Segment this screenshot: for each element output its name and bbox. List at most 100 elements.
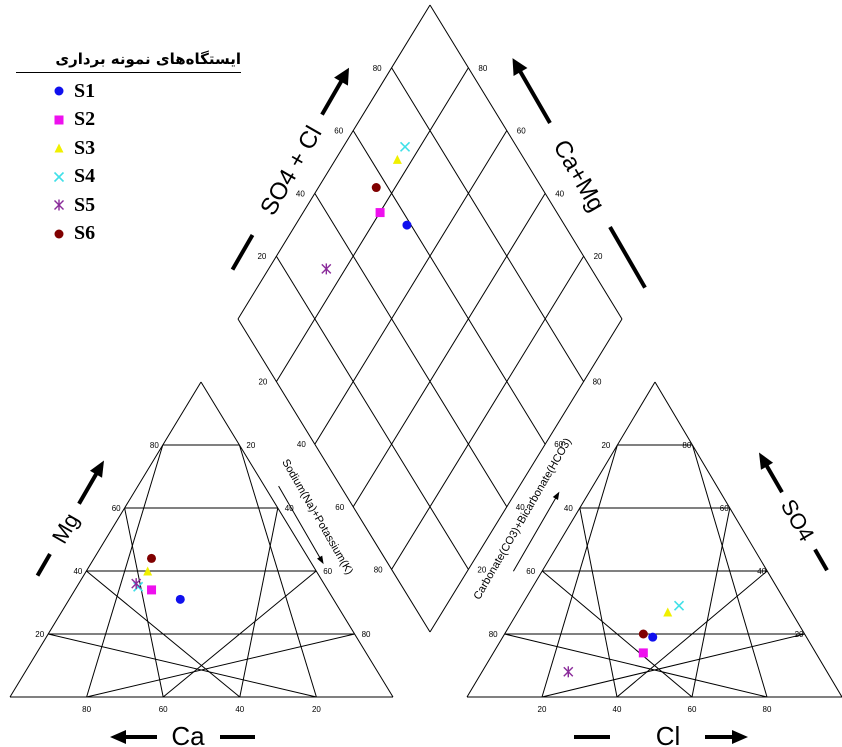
anion-point-S2 <box>638 648 648 658</box>
anion-gridline <box>691 444 768 698</box>
tick-label: 80 <box>593 378 602 387</box>
legend-marker-shape <box>54 199 64 211</box>
tick-label: 40 <box>613 705 622 714</box>
tick-label: 40 <box>757 567 766 576</box>
cl-axis-label: Cl <box>656 721 681 747</box>
ca-axis-label: Ca <box>171 721 205 747</box>
anion-gridline <box>691 507 731 698</box>
tick-label: 60 <box>517 127 526 136</box>
legend-items: S1 S2 S3 S4 S5 S6 <box>16 77 241 248</box>
tick-label: 80 <box>82 705 91 714</box>
so4-axis-label: SO4 <box>776 495 820 546</box>
legend-label: S5 <box>74 193 96 216</box>
tick-label: 20 <box>795 630 804 639</box>
cation-gridline <box>48 633 317 698</box>
tick-label: 40 <box>555 189 564 198</box>
diamond-point-S1 <box>402 220 412 230</box>
diamond-gridline <box>314 193 508 508</box>
diamond-gridline <box>352 130 546 445</box>
tick-label: 20 <box>594 252 603 261</box>
legend-item: S4 <box>16 163 241 192</box>
legend-marker-circle-icon <box>52 227 66 241</box>
diamond-gridline <box>391 67 585 382</box>
legend-item: S5 <box>16 191 241 220</box>
tick-label: 60 <box>688 705 697 714</box>
tick-label: 80 <box>150 441 159 450</box>
cation-edge-left <box>9 381 202 698</box>
tick-label: 80 <box>682 441 691 450</box>
anion-point-S1 <box>648 632 658 642</box>
tick-label: 40 <box>564 504 573 513</box>
legend-label: S3 <box>74 136 96 159</box>
diamond-gridline <box>391 255 585 570</box>
legend-marker-triangle-icon <box>52 141 66 155</box>
tick-label: 20 <box>246 441 255 450</box>
tick-label: 60 <box>335 503 344 512</box>
legend-marker-shape <box>54 115 64 125</box>
anion-triangle <box>466 381 842 698</box>
ca-mg-axis-title: Ca+Mg <box>512 58 647 289</box>
anion-point-S6 <box>638 629 648 639</box>
diamond-point-S3 <box>392 154 402 164</box>
so4-axis-title: SO4 <box>759 452 829 572</box>
legend-item: S6 <box>16 220 241 249</box>
tick-label: 20 <box>312 705 321 714</box>
tick-label: 40 <box>296 189 305 198</box>
legend-marker-shape <box>54 86 64 96</box>
diamond-gridline <box>275 67 469 382</box>
tick-label: 80 <box>362 630 371 639</box>
tick-label: 80 <box>373 64 382 73</box>
anion-edge-left <box>466 381 656 698</box>
cation-edge-right <box>200 381 394 698</box>
diamond-gridline <box>314 130 508 445</box>
anion-gridline <box>504 633 768 698</box>
cation-gridline <box>86 633 355 698</box>
cation-point-S1 <box>175 594 185 604</box>
tick-label: 20 <box>601 441 610 450</box>
legend-title: ایستگاه‌های نمونه برداری <box>16 50 241 73</box>
ca-mg-axis-label: Ca+Mg <box>547 135 609 216</box>
legend-marker-shape <box>54 143 64 153</box>
legend-marker-shape <box>53 171 65 182</box>
tick-label: 60 <box>112 504 121 513</box>
anion-gridline <box>616 570 768 698</box>
tick-label: 20 <box>258 378 267 387</box>
cation-gridline <box>162 570 317 698</box>
tick-label: 60 <box>554 440 563 449</box>
na-k-axis-label: Sodium(Na)+Potassium(K) <box>279 457 355 577</box>
anion-edge-right <box>654 381 842 698</box>
diamond-edge <box>237 4 431 320</box>
central-diamond <box>237 4 623 633</box>
anion-gridline <box>541 633 805 698</box>
tick-label: 40 <box>297 440 306 449</box>
cation-triangle <box>9 381 394 698</box>
legend-marker-shape <box>54 229 64 239</box>
tick-label: 20 <box>538 705 547 714</box>
diamond-point-S2 <box>375 208 385 218</box>
tick-label: 40 <box>235 705 244 714</box>
anion-gridline <box>579 507 618 698</box>
diamond-edge <box>429 4 623 320</box>
tick-label: 20 <box>257 252 266 261</box>
tick-label: 80 <box>489 630 498 639</box>
cation-gridline <box>238 444 317 698</box>
tick-label: 80 <box>478 64 487 73</box>
tick-label: 60 <box>334 127 343 136</box>
legend-item: S3 <box>16 134 241 163</box>
co3-hco3-axis-title: Carbonate(CO3)+Bicarbonate(HCO3) <box>472 436 575 602</box>
anion-gridline <box>541 570 693 698</box>
legend-label: S6 <box>74 222 96 245</box>
anion-point-S5 <box>563 666 574 678</box>
cl-axis-title: Cl <box>574 721 748 747</box>
ca-axis-title: Ca <box>110 721 255 747</box>
diamond-edge <box>429 318 623 633</box>
cation-point-S3 <box>143 566 153 576</box>
tick-label: 60 <box>323 567 332 576</box>
cation-gridline <box>86 570 241 698</box>
tick-label: 40 <box>73 567 82 576</box>
diamond-point-S5 <box>321 263 332 275</box>
co3-hco3-axis-label: Carbonate(CO3)+Bicarbonate(HCO3) <box>472 436 575 602</box>
cation-point-S2 <box>147 585 157 595</box>
tick-label: 20 <box>35 630 44 639</box>
